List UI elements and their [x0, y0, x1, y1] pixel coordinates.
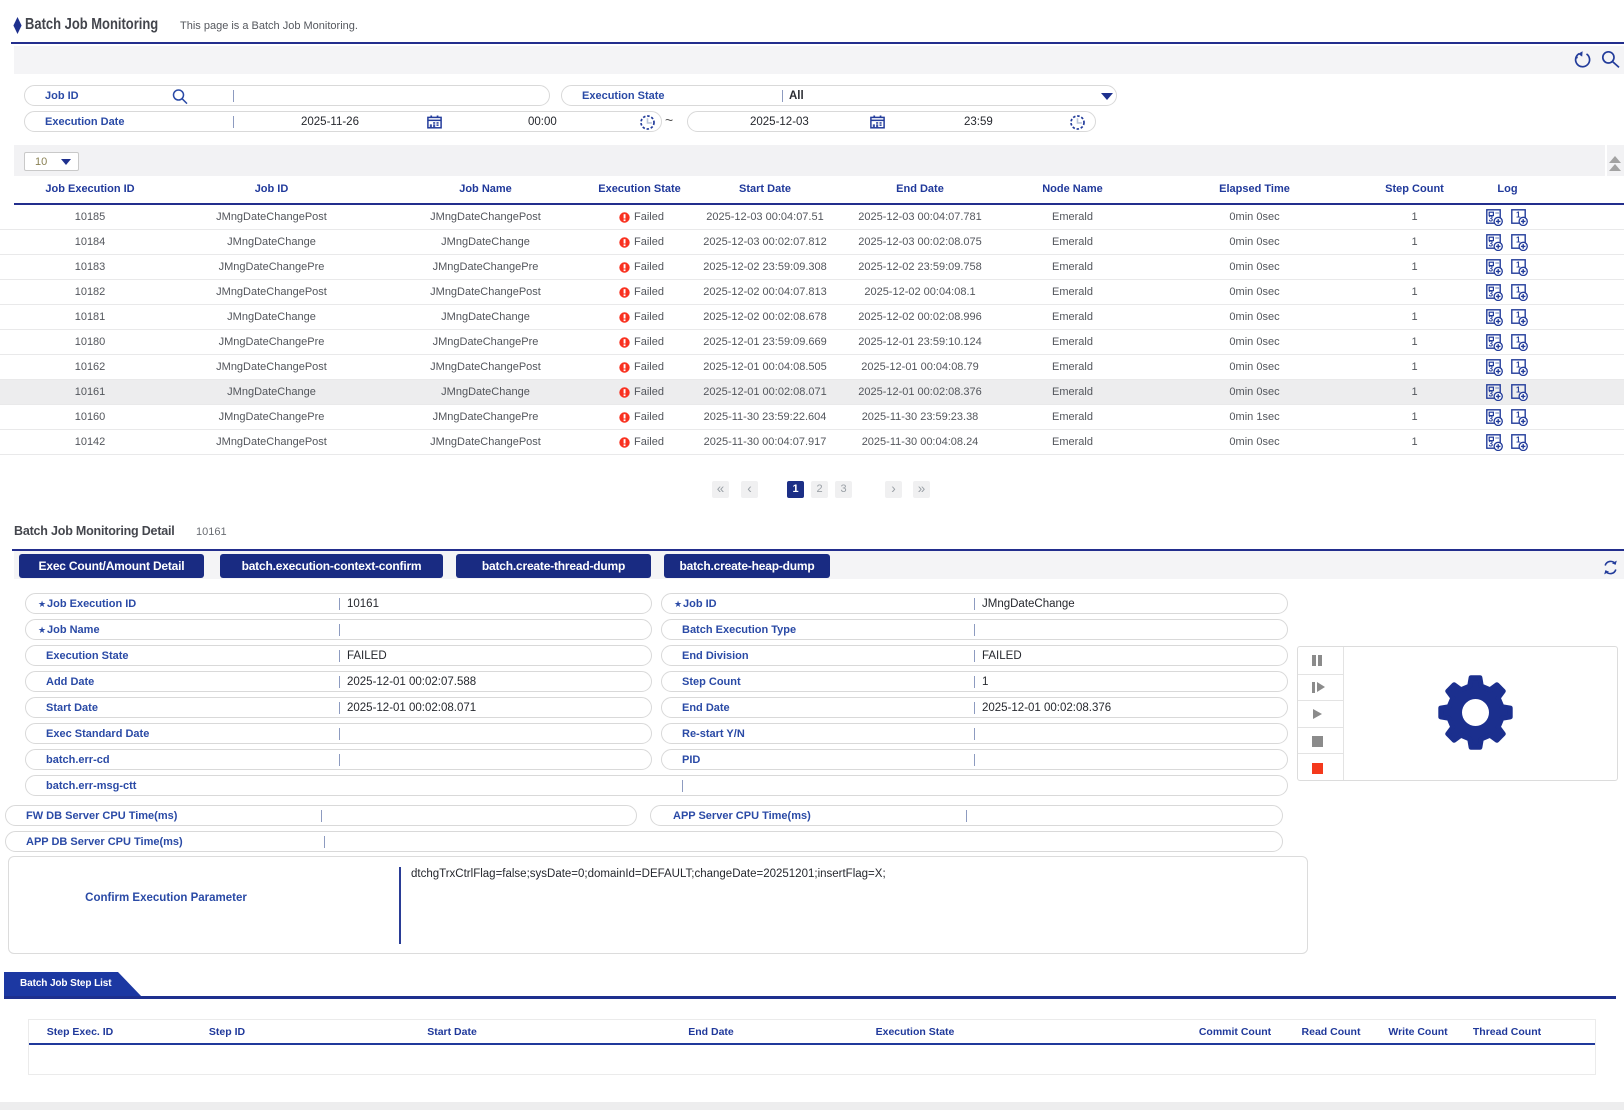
- svg-text:1: 1: [1516, 261, 1521, 270]
- svg-text:3: 3: [1489, 315, 1494, 324]
- svg-text:3: 3: [1489, 440, 1494, 449]
- svg-text:3: 3: [1489, 340, 1494, 349]
- svg-text:3: 3: [1489, 365, 1494, 374]
- svg-text:1: 1: [1516, 436, 1521, 445]
- svg-text:3: 3: [1489, 265, 1494, 274]
- svg-text:3: 3: [1489, 390, 1494, 399]
- svg-text:1: 1: [1516, 311, 1521, 320]
- svg-text:3: 3: [1489, 290, 1494, 299]
- svg-text:1: 1: [1516, 361, 1521, 370]
- svg-text:3: 3: [1489, 415, 1494, 424]
- svg-text:1: 1: [1516, 236, 1521, 245]
- svg-text:3: 3: [1489, 215, 1494, 224]
- svg-text:1: 1: [1516, 286, 1521, 295]
- svg-text:1: 1: [1516, 211, 1521, 220]
- svg-text:1: 1: [1516, 336, 1521, 345]
- svg-text:1: 1: [1516, 411, 1521, 420]
- svg-text:1: 1: [1516, 386, 1521, 395]
- svg-text:3: 3: [1489, 240, 1494, 249]
